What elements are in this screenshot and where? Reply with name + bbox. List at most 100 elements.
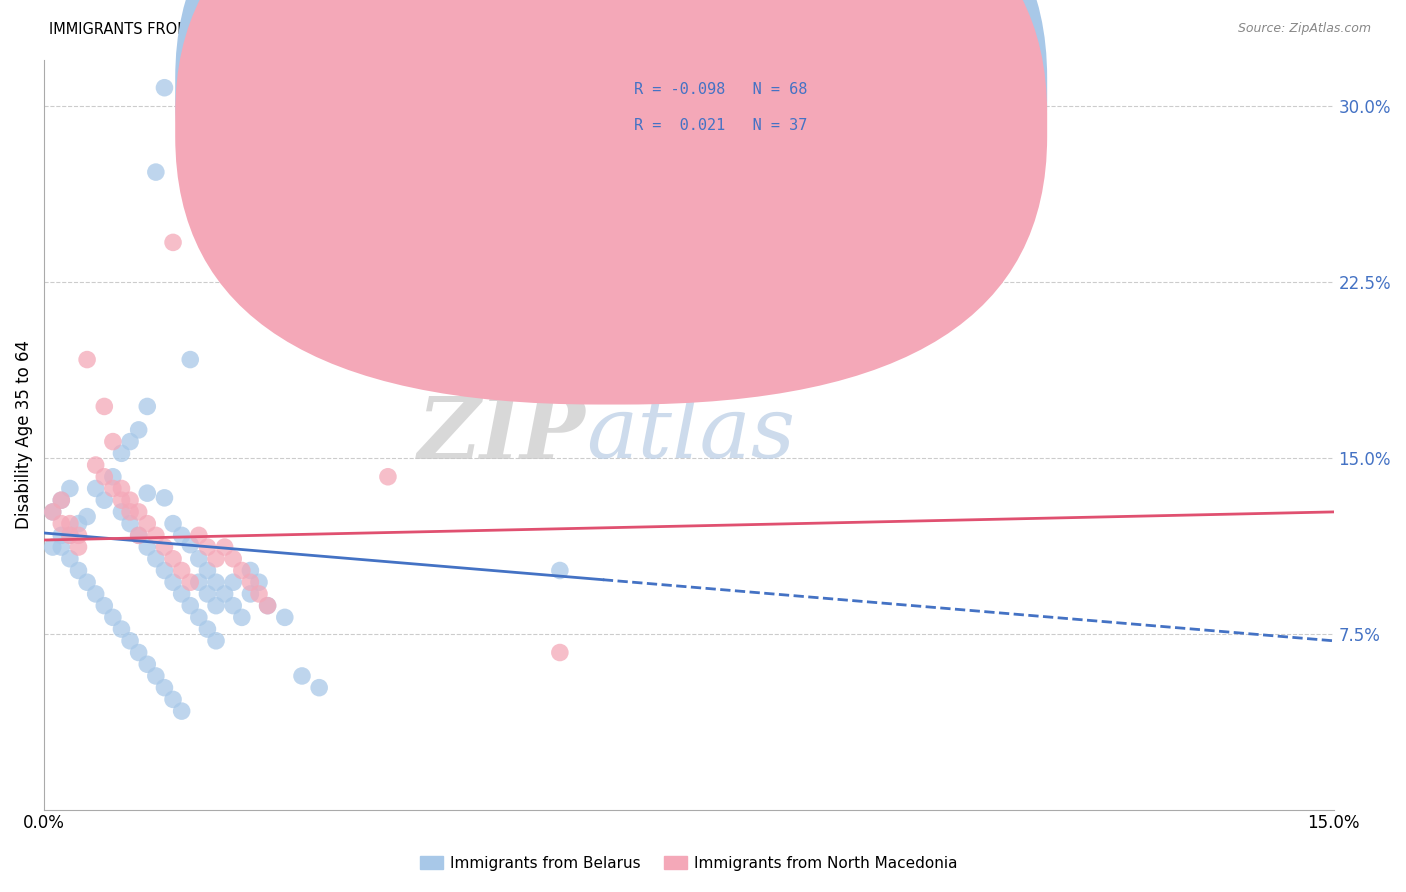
Point — [239, 575, 262, 590]
Point — [76, 575, 98, 590]
Point — [136, 657, 159, 672]
Point — [239, 564, 262, 578]
Point — [67, 516, 90, 531]
Point — [101, 610, 124, 624]
Point — [59, 516, 82, 531]
Point — [51, 528, 73, 542]
Text: IMMIGRANTS FROM BELARUS VS IMMIGRANTS FROM NORTH MACEDONIA DISABILITY AGE 35 TO : IMMIGRANTS FROM BELARUS VS IMMIGRANTS FR… — [49, 22, 935, 37]
Point — [377, 469, 399, 483]
Point — [153, 80, 176, 95]
Point — [145, 165, 167, 179]
Point — [187, 551, 209, 566]
Point — [222, 551, 245, 566]
Point — [51, 493, 73, 508]
Point — [51, 493, 73, 508]
Point — [101, 482, 124, 496]
Point — [222, 599, 245, 613]
Point — [214, 540, 236, 554]
Point — [187, 528, 209, 542]
Point — [179, 599, 201, 613]
Point — [239, 587, 262, 601]
Text: R = -0.098   N = 68: R = -0.098 N = 68 — [634, 82, 807, 97]
Point — [170, 587, 193, 601]
Point — [291, 669, 314, 683]
Point — [128, 505, 150, 519]
Point — [197, 540, 219, 554]
Point — [93, 469, 115, 483]
Point — [247, 587, 270, 601]
Point — [170, 528, 193, 542]
Point — [308, 681, 330, 695]
Point — [84, 482, 107, 496]
Point — [136, 516, 159, 531]
Point — [110, 493, 132, 508]
Point — [59, 528, 82, 542]
Point — [179, 538, 201, 552]
Point — [222, 575, 245, 590]
Y-axis label: Disability Age 35 to 64: Disability Age 35 to 64 — [15, 340, 32, 529]
Point — [67, 540, 90, 554]
Point — [136, 400, 159, 414]
Point — [214, 587, 236, 601]
Point — [41, 505, 63, 519]
Point — [59, 528, 82, 542]
Point — [197, 622, 219, 636]
Point — [548, 646, 571, 660]
Point — [153, 681, 176, 695]
Point — [145, 551, 167, 566]
Point — [93, 400, 115, 414]
Text: ZIP: ZIP — [418, 392, 586, 476]
Point — [41, 505, 63, 519]
Point — [153, 564, 176, 578]
Point — [51, 540, 73, 554]
Point — [231, 610, 253, 624]
Point — [145, 528, 167, 542]
Point — [205, 575, 228, 590]
Point — [101, 434, 124, 449]
Point — [120, 633, 142, 648]
Point — [256, 599, 278, 613]
Point — [170, 704, 193, 718]
Point — [101, 469, 124, 483]
Point — [162, 516, 184, 531]
Point — [120, 434, 142, 449]
Point — [548, 564, 571, 578]
Point — [41, 540, 63, 554]
Legend: Immigrants from Belarus, Immigrants from North Macedonia: Immigrants from Belarus, Immigrants from… — [413, 849, 965, 877]
Point — [110, 622, 132, 636]
Text: atlas: atlas — [586, 393, 794, 476]
Point — [136, 540, 159, 554]
Point — [128, 646, 150, 660]
Point — [67, 564, 90, 578]
Point — [179, 575, 201, 590]
Text: R =  0.021   N = 37: R = 0.021 N = 37 — [634, 118, 807, 133]
Point — [205, 551, 228, 566]
Point — [120, 493, 142, 508]
Point — [84, 458, 107, 472]
Point — [205, 633, 228, 648]
Point — [93, 493, 115, 508]
Point — [59, 482, 82, 496]
Point — [110, 446, 132, 460]
Point — [128, 528, 150, 542]
Point — [162, 235, 184, 250]
Point — [93, 599, 115, 613]
Point — [110, 482, 132, 496]
Point — [128, 423, 150, 437]
Point — [162, 692, 184, 706]
Point — [231, 564, 253, 578]
Point — [205, 599, 228, 613]
Point — [59, 551, 82, 566]
Point — [197, 564, 219, 578]
Point — [197, 587, 219, 601]
Point — [247, 575, 270, 590]
Point — [162, 575, 184, 590]
Point — [120, 505, 142, 519]
Point — [274, 610, 297, 624]
Point — [187, 610, 209, 624]
Point — [84, 587, 107, 601]
Point — [110, 505, 132, 519]
Point — [76, 352, 98, 367]
Point — [256, 599, 278, 613]
Point — [76, 509, 98, 524]
